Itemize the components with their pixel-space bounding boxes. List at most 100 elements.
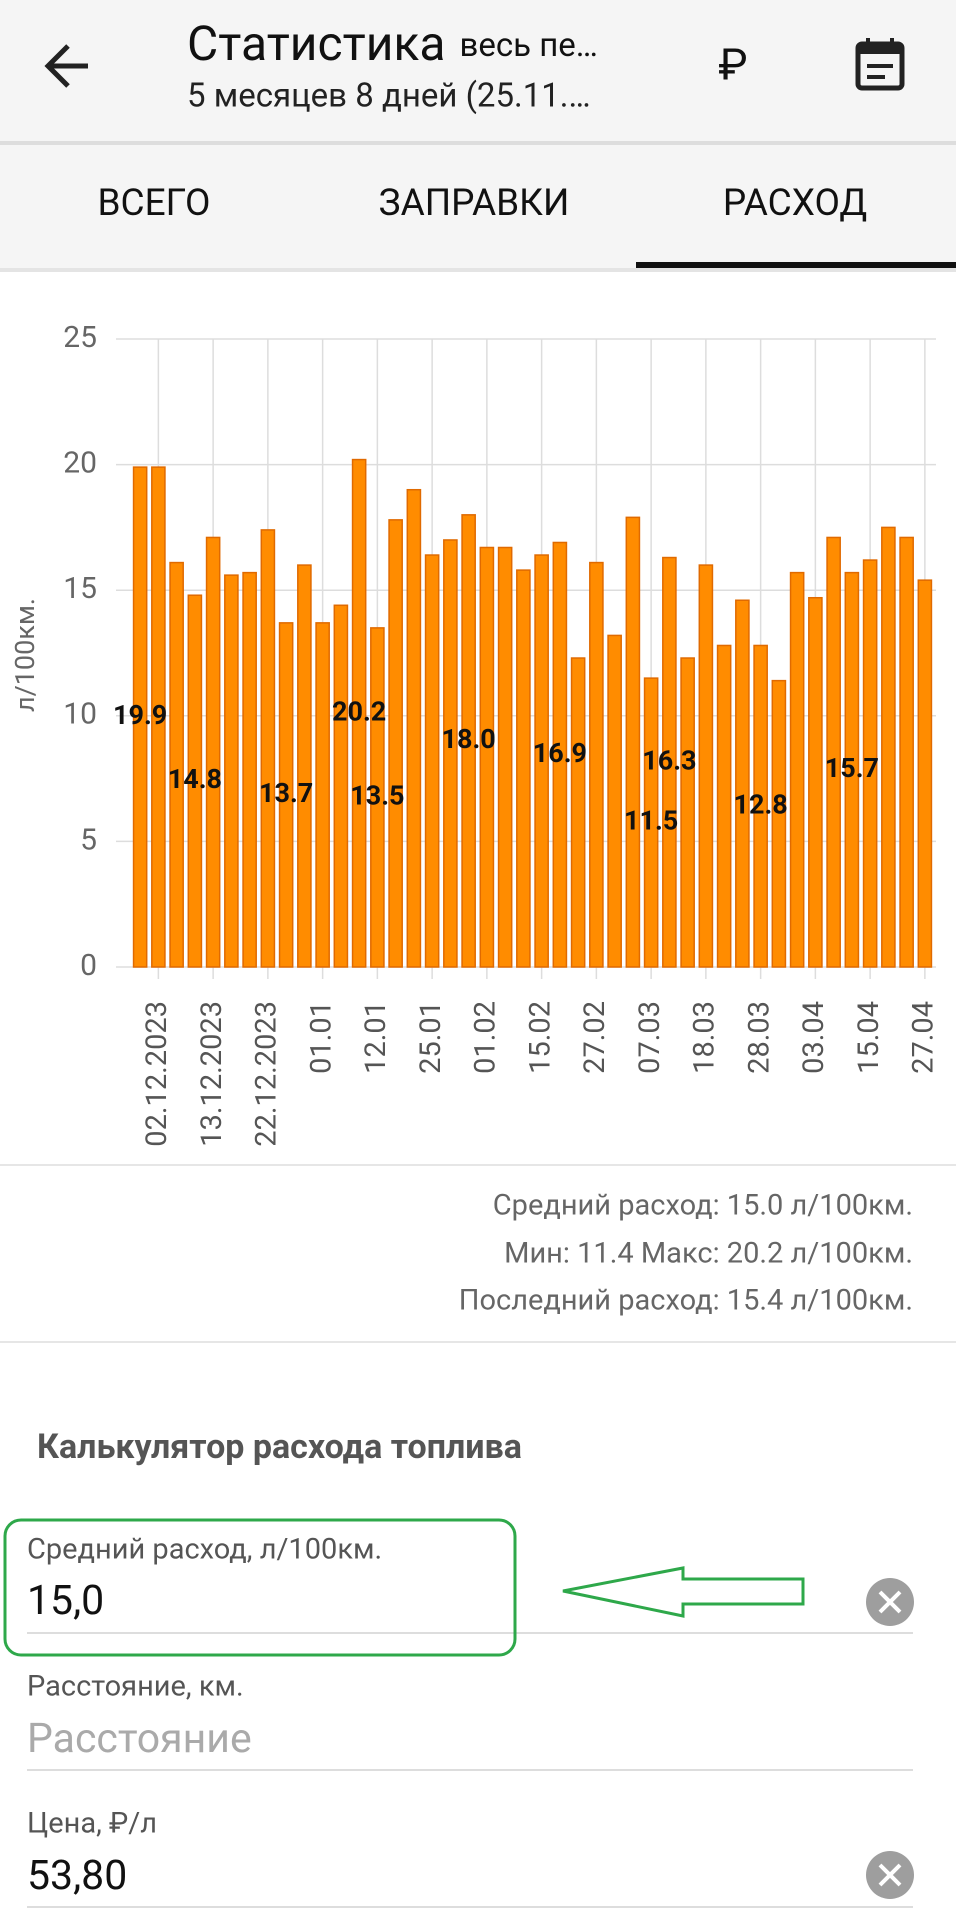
data-label: 13.7 bbox=[259, 777, 313, 809]
x-tick-label: 22.12.2023 bbox=[250, 1001, 284, 1147]
bar bbox=[497, 546, 513, 968]
data-label: 16.3 bbox=[642, 744, 696, 776]
y-tick-label: 10 bbox=[63, 697, 97, 732]
x-tick-label: 13.12.2023 bbox=[195, 1001, 229, 1147]
bar bbox=[534, 554, 549, 968]
x-tick-label: 15.04 bbox=[852, 1001, 886, 1074]
bar bbox=[826, 536, 841, 968]
highlight-arrow bbox=[562, 1566, 805, 1618]
y-axis-label: л/100км. bbox=[9, 598, 41, 712]
bar bbox=[917, 579, 933, 968]
x-tick-label: 01.01 bbox=[304, 1001, 338, 1074]
field-label: Средний расход, л/100км. bbox=[27, 1533, 382, 1567]
section-title: Калькулятор расхода топлива bbox=[37, 1427, 522, 1467]
field-input[interactable]: Расстояние bbox=[27, 1715, 252, 1763]
bar bbox=[297, 564, 312, 968]
bar bbox=[570, 657, 586, 968]
bar bbox=[753, 644, 768, 968]
x-tick-label: 27.04 bbox=[907, 1001, 941, 1074]
bar bbox=[899, 536, 914, 968]
bar bbox=[479, 546, 495, 968]
x-tick-label: 12.01 bbox=[359, 1001, 393, 1074]
bar bbox=[789, 571, 805, 968]
bar bbox=[388, 519, 403, 968]
bar bbox=[260, 529, 276, 968]
x-tick-label: 03.04 bbox=[797, 1001, 831, 1074]
bar bbox=[370, 627, 385, 968]
data-label: 14.8 bbox=[168, 763, 222, 795]
tab[interactable]: ЗАПРАВКИ bbox=[379, 182, 570, 225]
bar bbox=[406, 488, 422, 968]
clear-x bbox=[878, 1590, 902, 1614]
bar bbox=[552, 541, 568, 968]
bar bbox=[698, 564, 714, 968]
y-tick-label: 5 bbox=[80, 822, 97, 857]
period[interactable]: весь пе… bbox=[459, 26, 597, 65]
y-tick-label: 25 bbox=[63, 320, 97, 355]
highlight-box bbox=[3, 1518, 517, 1657]
currency-button[interactable]: ₽ bbox=[718, 39, 747, 91]
bar bbox=[187, 594, 203, 968]
tab[interactable]: ВСЕГО bbox=[98, 182, 211, 225]
bar bbox=[881, 526, 896, 968]
y-tick-label: 20 bbox=[63, 446, 97, 481]
data-label: 16.9 bbox=[533, 737, 587, 769]
bar bbox=[516, 569, 531, 968]
bar bbox=[151, 466, 166, 968]
data-label: 11.5 bbox=[624, 805, 678, 837]
data-label: 20.2 bbox=[332, 695, 386, 727]
title: Статистика весь пе… bbox=[187, 15, 598, 72]
shadow bbox=[0, 268, 956, 272]
bar bbox=[716, 644, 732, 968]
field-input[interactable]: 53,80 bbox=[27, 1852, 127, 1900]
tab[interactable]: РАСХОД bbox=[723, 182, 867, 225]
field-input[interactable]: 15,0 bbox=[27, 1577, 104, 1625]
bar bbox=[625, 516, 641, 968]
bar bbox=[461, 514, 476, 968]
bar bbox=[169, 561, 184, 968]
bar bbox=[351, 458, 367, 968]
y-tick-label: 15 bbox=[63, 571, 97, 606]
clear-x bbox=[878, 1863, 902, 1887]
bar bbox=[680, 657, 695, 968]
data-label: 13.5 bbox=[350, 780, 404, 812]
tab-bar bbox=[0, 141, 956, 268]
data-label: 19.9 bbox=[113, 699, 167, 731]
subtitle: 5 месяцев 8 дней (25.11.… bbox=[187, 77, 591, 116]
back-button[interactable] bbox=[44, 44, 88, 88]
x-tick-label: 15.02 bbox=[523, 1001, 557, 1074]
shadow bbox=[0, 141, 956, 145]
bar bbox=[771, 679, 787, 968]
bar bbox=[844, 571, 860, 968]
x-tick-label: 02.12.2023 bbox=[140, 1001, 174, 1147]
y-tick-label: 0 bbox=[80, 948, 97, 983]
stat: Мин: 11.4 Макс: 20.2 л/100км. bbox=[504, 1237, 913, 1271]
bar bbox=[443, 539, 458, 968]
bar bbox=[662, 556, 677, 968]
bar bbox=[424, 554, 440, 968]
x-tick-label: 01.02 bbox=[469, 1001, 503, 1074]
bar bbox=[242, 571, 257, 968]
x-tick-label: 27.02 bbox=[578, 1001, 612, 1074]
x-tick-label: 07.03 bbox=[633, 1001, 667, 1074]
title-text: Статистика bbox=[187, 15, 445, 72]
bar bbox=[862, 559, 878, 968]
calendar-lines bbox=[866, 38, 894, 79]
data-label: 15.7 bbox=[825, 752, 879, 784]
clear-button[interactable] bbox=[866, 1578, 914, 1626]
bar bbox=[132, 466, 148, 968]
chart: 0 5 10 15 20 25 л/100км. 02.12.2023 13.12.2023 22… bbox=[9, 320, 940, 1147]
stat: Средний расход: 15.0 л/100км. bbox=[493, 1189, 913, 1223]
field-label: Цена, ₽/л bbox=[27, 1807, 157, 1841]
stat: Последний расход: 15.4 л/100км. bbox=[459, 1284, 913, 1318]
x-tick-label: 25.01 bbox=[414, 1001, 448, 1074]
bar bbox=[735, 599, 750, 968]
data-label: 18.0 bbox=[441, 723, 495, 755]
calendar-button[interactable] bbox=[855, 38, 905, 91]
bar bbox=[333, 604, 349, 968]
bar bbox=[643, 677, 659, 968]
bar bbox=[589, 561, 604, 968]
clear-button[interactable] bbox=[866, 1851, 914, 1899]
tab-indicator bbox=[636, 262, 956, 268]
